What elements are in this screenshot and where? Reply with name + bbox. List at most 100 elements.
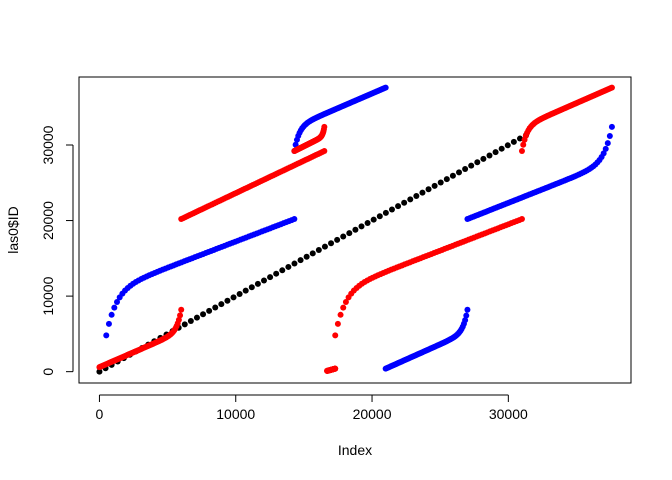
data-point — [407, 196, 414, 203]
data-point — [96, 368, 103, 375]
data-point — [498, 145, 505, 152]
data-point — [291, 216, 298, 223]
data-point — [303, 253, 310, 260]
data-point — [608, 123, 615, 130]
data-point — [425, 186, 432, 193]
data-point — [431, 182, 438, 189]
data-point — [224, 297, 231, 304]
data-point — [437, 179, 444, 186]
data-point — [401, 199, 408, 206]
data-point — [315, 247, 322, 254]
data-point — [332, 365, 339, 372]
y-axis: 0 10000 20000 30000 — [40, 125, 74, 376]
data-point — [463, 312, 470, 319]
data-point — [267, 274, 274, 281]
data-point — [200, 311, 207, 318]
data-point — [178, 306, 185, 313]
data-point — [181, 321, 188, 328]
data-point — [516, 135, 523, 142]
data-point — [486, 152, 493, 159]
data-point — [342, 298, 349, 305]
x-tick-label: 0 — [96, 406, 104, 422]
data-point — [480, 155, 487, 162]
data-point — [108, 311, 115, 318]
data-point — [337, 311, 344, 318]
data-point — [520, 141, 527, 148]
data-point — [600, 150, 607, 157]
data-point — [419, 189, 426, 196]
data-point — [193, 314, 200, 321]
data-point — [518, 148, 525, 155]
data-point — [291, 260, 298, 267]
data-point — [321, 148, 328, 155]
data-point — [364, 220, 371, 227]
data-point — [376, 213, 383, 220]
data-point — [462, 165, 469, 172]
data-point — [413, 192, 420, 199]
data-point — [285, 263, 292, 270]
data-point — [382, 209, 389, 216]
data-point — [212, 304, 219, 311]
data-point — [248, 284, 255, 291]
y-axis-title: las0$ID — [5, 206, 21, 253]
data-point — [309, 250, 316, 257]
data-point — [340, 233, 347, 240]
data-point — [358, 223, 365, 230]
data-point — [328, 240, 335, 247]
data-point — [443, 176, 450, 183]
plot-frame — [78, 76, 632, 384]
data-point — [242, 287, 249, 294]
data-point — [273, 270, 280, 277]
data-point — [518, 216, 525, 223]
data-point — [449, 172, 456, 179]
data-point — [260, 277, 267, 284]
data-point — [468, 162, 475, 169]
data-point — [321, 243, 328, 250]
x-tick-label: 10000 — [216, 406, 255, 422]
data-point — [474, 159, 481, 166]
data-point — [177, 312, 184, 319]
data-point — [236, 290, 243, 297]
data-point — [332, 332, 339, 339]
data-point — [334, 320, 341, 327]
data-point — [602, 145, 609, 152]
data-point — [608, 84, 615, 91]
x-axis-title: Index — [338, 442, 372, 458]
data-point — [103, 332, 110, 339]
data-point — [340, 304, 347, 311]
data-points — [96, 84, 615, 375]
data-point — [292, 141, 299, 148]
data-point — [230, 294, 237, 301]
data-point — [370, 216, 377, 223]
data-point — [352, 226, 359, 233]
data-point — [464, 306, 471, 313]
data-point — [334, 236, 341, 243]
data-point — [206, 307, 213, 314]
y-tick-label: 20000 — [40, 201, 56, 240]
x-axis: 0 10000 20000 30000 — [96, 394, 528, 422]
data-point — [346, 230, 353, 237]
x-tick-label: 30000 — [489, 406, 528, 422]
data-point — [111, 304, 118, 311]
x-tick-label: 20000 — [353, 406, 392, 422]
data-point — [279, 267, 286, 274]
data-point — [254, 280, 261, 287]
data-point — [606, 133, 613, 140]
y-tick-label: 30000 — [40, 125, 56, 164]
data-point — [462, 317, 469, 324]
data-point — [510, 138, 517, 145]
data-point — [218, 301, 225, 308]
data-point — [395, 203, 402, 210]
data-point — [321, 123, 328, 130]
data-point — [388, 206, 395, 213]
data-point — [187, 317, 194, 324]
data-point — [114, 298, 121, 305]
data-point — [604, 140, 611, 147]
y-tick-label: 0 — [40, 368, 56, 376]
data-point — [105, 320, 112, 327]
data-point — [492, 149, 499, 156]
data-point — [382, 84, 389, 91]
data-point — [297, 257, 304, 264]
y-tick-label: 10000 — [40, 276, 56, 315]
